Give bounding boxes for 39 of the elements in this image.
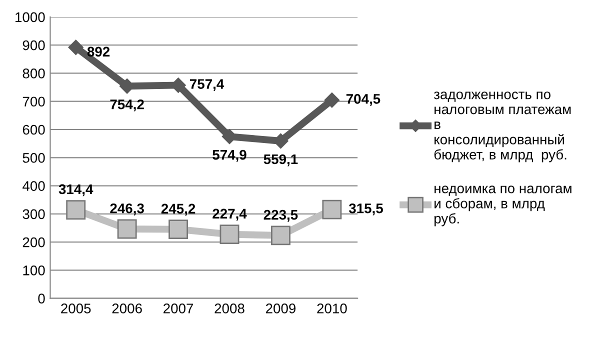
legend-label: задолженность по налоговым платежам в консолидированный бюджет, в млрд руб. [434,92,571,162]
data-label: 245,2 [161,204,196,216]
point [168,220,188,240]
y-tick-label: 500 [22,152,45,163]
y-tick-label: 100 [23,266,45,276]
y-tick-label: 800 [22,68,45,78]
y-tick-label: 700 [22,96,45,107]
x-tick-label: 2009 [266,304,296,314]
data-label: 704,5 [346,94,380,106]
data-label: 559,1 [264,154,298,166]
x-tick-label: 2010 [317,304,347,314]
y-tick-label: 0 [38,294,45,304]
point [66,200,86,220]
point [220,224,240,244]
data-label: 227,4 [212,208,247,221]
x-tick-label: 2008 [214,304,244,314]
data-label: 223,5 [264,210,298,222]
x-tick-label: 2005 [61,304,91,314]
x-tick-label: 2007 [164,304,194,314]
data-label: 757,4 [190,79,224,91]
data-label: 315,5 [348,203,383,216]
y-tick-label: 600 [22,124,45,135]
point [324,92,340,108]
point [117,219,137,239]
point [68,40,84,55]
data-label: 574,9 [212,150,246,162]
point [322,200,342,220]
y-tick-label: 1000 [16,12,45,22]
y-tick-label: 300 [22,209,45,220]
y-tick-label: 900 [22,40,45,50]
data-label: 754,2 [110,99,144,112]
data-label: 246,3 [110,203,144,216]
x-tick-label: 2006 [112,304,142,314]
point [271,226,290,246]
legend-label: недоимка по налогам и сборам, в млрд руб. [434,186,572,226]
y-tick-label: 200 [22,237,45,248]
data-label: 892 [87,46,110,57]
data-label: 314,4 [58,184,94,196]
y-tick-label: 400 [22,181,45,191]
